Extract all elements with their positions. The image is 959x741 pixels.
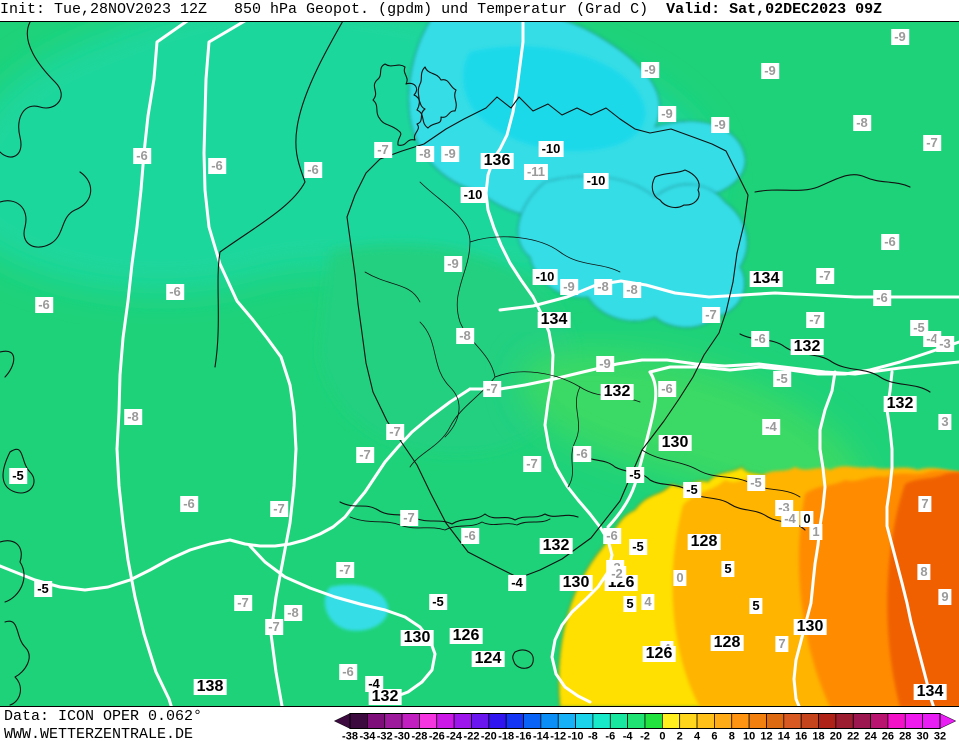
svg-text:-26: -26 [429, 731, 445, 741]
svg-text:-10: -10 [568, 731, 584, 741]
svg-text:-2: -2 [640, 731, 650, 741]
svg-text:-32: -32 [377, 731, 393, 741]
svg-text:6: 6 [711, 731, 717, 741]
svg-text:-6: -6 [605, 731, 615, 741]
svg-text:0: 0 [659, 731, 665, 741]
svg-text:14: 14 [778, 731, 791, 741]
svg-text:8: 8 [729, 731, 735, 741]
svg-text:-8: -8 [588, 731, 598, 741]
svg-text:-24: -24 [446, 731, 463, 741]
svg-text:-20: -20 [481, 731, 497, 741]
svg-text:30: 30 [916, 731, 928, 741]
svg-text:26: 26 [882, 731, 894, 741]
svg-text:32: 32 [934, 731, 946, 741]
svg-text:-34: -34 [359, 731, 376, 741]
svg-text:20: 20 [830, 731, 842, 741]
svg-text:18: 18 [812, 731, 824, 741]
svg-text:-30: -30 [394, 731, 410, 741]
svg-text:12: 12 [760, 731, 772, 741]
svg-text:-4: -4 [623, 731, 634, 741]
svg-text:-18: -18 [498, 731, 514, 741]
svg-text:24: 24 [864, 731, 877, 741]
svg-text:-14: -14 [533, 731, 550, 741]
svg-text:10: 10 [743, 731, 755, 741]
svg-text:-22: -22 [464, 731, 480, 741]
svg-text:22: 22 [847, 731, 859, 741]
svg-text:-16: -16 [516, 731, 532, 741]
svg-text:4: 4 [694, 731, 701, 741]
svg-text:2: 2 [677, 731, 683, 741]
svg-text:-28: -28 [411, 731, 427, 741]
svg-text:28: 28 [899, 731, 911, 741]
svg-text:-12: -12 [550, 731, 566, 741]
svg-text:-38: -38 [342, 731, 358, 741]
svg-text:16: 16 [795, 731, 807, 741]
